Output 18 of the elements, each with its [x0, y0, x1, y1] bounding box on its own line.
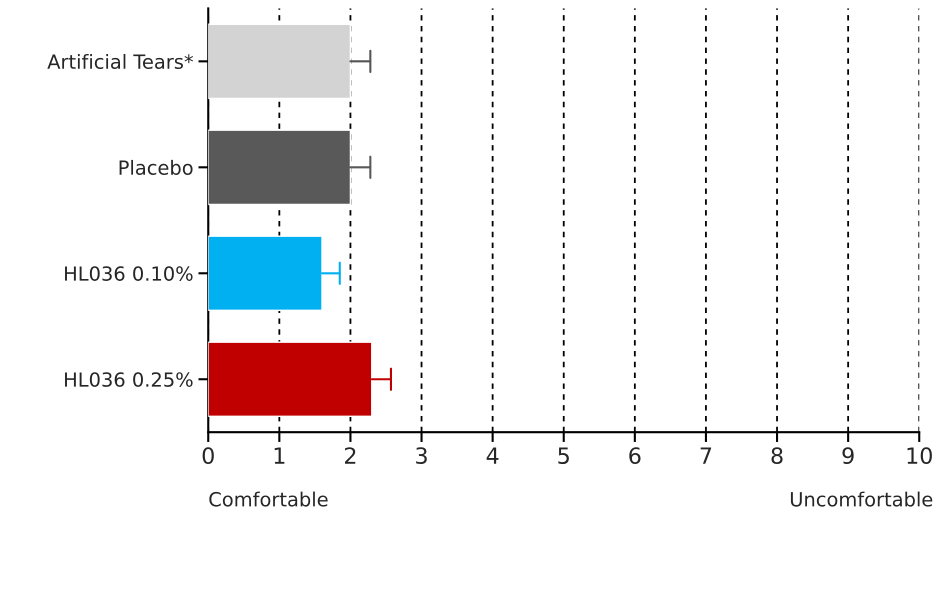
x-tick-label: 9 [842, 447, 854, 464]
x-tick-label: 6 [629, 447, 641, 464]
y-tick-label: Placebo [120, 160, 193, 175]
x-tick-label: 3 [416, 447, 427, 464]
y-tick-label: HL036 0.25% [65, 372, 193, 387]
text: Comfortable [209, 492, 328, 507]
text: Uncomfortable [790, 492, 932, 507]
x-tick-label: 8 [771, 447, 783, 464]
y-tick-label: HL036 0.10% [65, 266, 193, 281]
bar [208, 24, 352, 100]
y-tick-label: Artificial Tears* [47, 54, 194, 70]
x-tick-label: 0 [202, 447, 214, 464]
x-tick-label: 10 [908, 447, 932, 464]
x-tick-label: 7 [700, 447, 712, 464]
x-tick-label: 2 [344, 447, 356, 464]
x-tick-label: 5 [558, 447, 569, 464]
x-tick-label: 1 [274, 447, 284, 464]
x-tick-label: 4 [486, 447, 498, 464]
